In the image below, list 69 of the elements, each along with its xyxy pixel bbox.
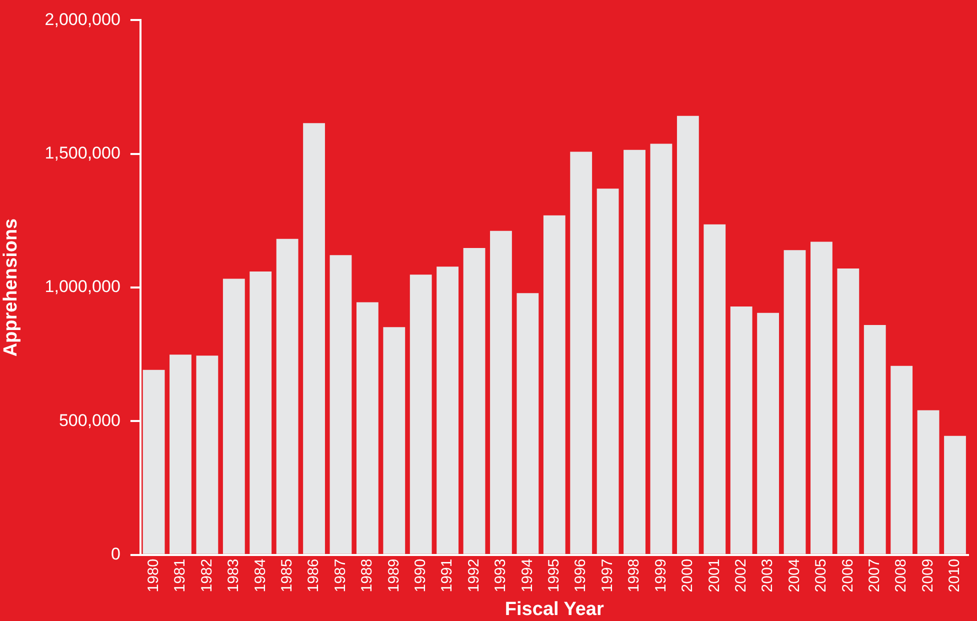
- x-tick-label: 2007: [866, 558, 884, 592]
- x-tick-label: 2000: [679, 558, 696, 592]
- y-tick-label: 0: [110, 544, 120, 564]
- bar: [196, 356, 218, 554]
- bar: [676, 116, 699, 554]
- x-tick-label: 1993: [492, 558, 510, 592]
- bar: [356, 302, 378, 554]
- x-tick-label: 2006: [839, 558, 856, 592]
- bar: [917, 410, 940, 554]
- x-tick-label: 1986: [305, 558, 322, 592]
- bar: [222, 278, 245, 554]
- y-axis-title: Apprehensions: [0, 218, 22, 357]
- bar: [330, 255, 352, 554]
- x-tick-label: 1985: [278, 558, 296, 592]
- x-tick-label: 1980: [144, 558, 162, 592]
- bar: [490, 230, 512, 554]
- x-axis-title: Fiscal Year: [504, 598, 604, 620]
- bar: [463, 248, 486, 554]
- x-tick-label: 1998: [626, 558, 643, 592]
- y-tick-label: 1,000,000: [44, 277, 120, 296]
- y-tick-label: 1,500,000: [44, 144, 120, 163]
- x-tick-label: 1982: [198, 558, 216, 592]
- bar: [516, 293, 539, 554]
- x-tick-label: 1988: [358, 558, 376, 592]
- bar: [570, 152, 592, 554]
- bar: [410, 274, 432, 554]
- bar: [383, 327, 406, 554]
- x-tick-label: 1991: [438, 558, 456, 592]
- bar: [276, 238, 298, 554]
- bar: [250, 271, 272, 554]
- bar: [142, 370, 165, 554]
- bar: [890, 366, 913, 554]
- bar: [596, 188, 619, 554]
- x-tick-label: 1997: [598, 558, 616, 592]
- x-tick-label: 1981: [172, 558, 189, 592]
- x-tick-label: 1983: [225, 558, 242, 592]
- x-tick-label: 1999: [652, 558, 670, 592]
- x-tick-label: 1994: [518, 558, 536, 592]
- x-tick-label: 2002: [732, 558, 750, 592]
- x-tick-label: 2003: [759, 558, 776, 592]
- x-tick-label: 1992: [465, 558, 482, 592]
- bar: [436, 266, 459, 554]
- bar: [650, 144, 672, 554]
- bar: [784, 250, 806, 554]
- x-tick-label: 2010: [946, 558, 964, 592]
- x-tick-label: 1984: [252, 558, 269, 592]
- x-tick-label: 1989: [385, 558, 402, 592]
- bar: [624, 150, 646, 554]
- x-tick-label: 1990: [412, 558, 429, 592]
- x-tick-label: 2008: [892, 558, 910, 592]
- bar: [864, 324, 886, 554]
- bar: [730, 306, 752, 554]
- x-tick-label: 2009: [919, 558, 936, 592]
- x-tick-label: 2004: [786, 558, 803, 592]
- x-tick-label: 2005: [812, 558, 830, 592]
- bar: [757, 312, 779, 554]
- y-tick-label: 500,000: [58, 410, 120, 430]
- bar: [303, 123, 325, 554]
- x-tick-label: 1996: [572, 558, 590, 592]
- bar: [837, 268, 860, 554]
- bar: [170, 354, 192, 554]
- bar: [543, 215, 566, 554]
- bar: [704, 224, 726, 554]
- x-tick-label: 1995: [546, 558, 563, 592]
- bar: [810, 242, 832, 554]
- y-tick-label: 2,000,000: [44, 10, 120, 29]
- bar: [944, 436, 966, 554]
- x-tick-label: 1987: [332, 558, 349, 592]
- x-tick-label: 2001: [706, 558, 723, 592]
